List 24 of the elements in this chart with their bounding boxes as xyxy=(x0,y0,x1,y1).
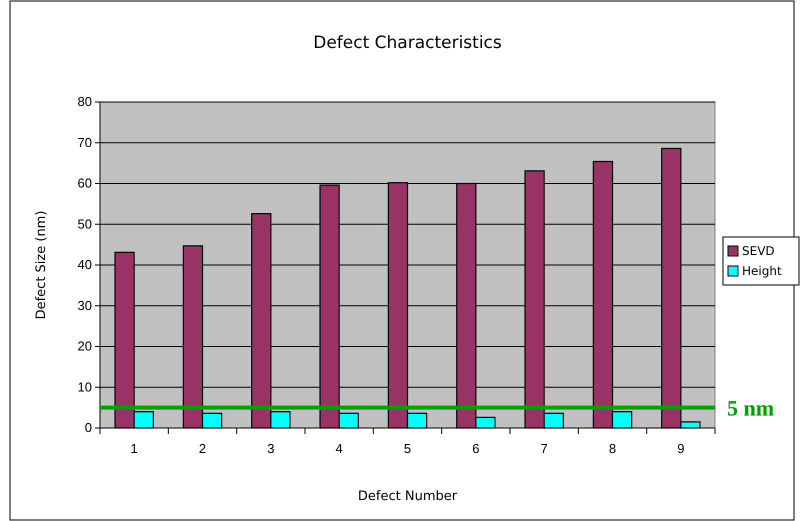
y-tick-label: 40 xyxy=(78,257,92,272)
x-tick-label: 3 xyxy=(267,441,274,456)
y-tick-label: 70 xyxy=(78,134,92,150)
legend-label: SEVD xyxy=(742,244,775,258)
x-tick-label: 1 xyxy=(130,441,138,456)
x-axis-title: Defect Number xyxy=(358,489,458,504)
x-tick-label: 7 xyxy=(540,441,548,456)
x-tick-label: 2 xyxy=(198,441,206,456)
x-tick-label: 9 xyxy=(677,441,684,456)
x-tick-label: 6 xyxy=(472,441,480,456)
x-tick-label: 5 xyxy=(404,441,412,456)
y-tick-label: 0 xyxy=(84,420,92,436)
y-tick-label: 20 xyxy=(78,338,92,354)
legend-label: Height xyxy=(742,264,782,278)
y-tick-label: 10 xyxy=(78,379,92,394)
y-tick-label: 80 xyxy=(78,94,92,110)
x-tick-label: 4 xyxy=(336,441,343,456)
chart-title: Defect Characteristics xyxy=(313,33,502,53)
x-tick-label: 8 xyxy=(608,441,616,456)
y-tick-label: 30 xyxy=(78,298,92,313)
ref-line-label: 5 nm xyxy=(727,396,774,421)
y-axis-title: Defect Size (nm) xyxy=(34,210,49,320)
y-tick-label: 60 xyxy=(78,176,92,191)
y-tick-label: 50 xyxy=(78,216,92,232)
